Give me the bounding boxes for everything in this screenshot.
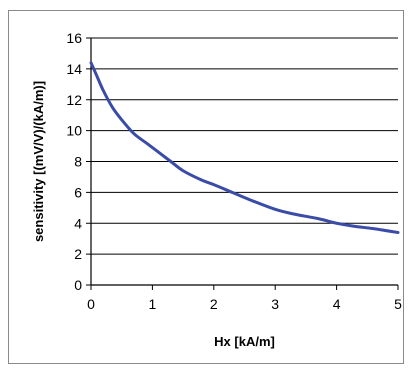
y-tick-label-0: 0 — [74, 277, 82, 293]
y-tick-label-12: 12 — [66, 92, 82, 108]
y-axis-title: sensitivity [(mV/V)/(kA/m)] — [31, 81, 46, 242]
x-tick-label-3: 3 — [271, 296, 279, 312]
series-layer — [89, 61, 400, 235]
y-tick-label-6: 6 — [74, 184, 82, 200]
y-tick-label-4: 4 — [74, 215, 82, 231]
y-tick-label-16: 16 — [66, 30, 82, 46]
y-tick-label-14: 14 — [66, 61, 82, 77]
chart-frame: 0 2 4 6 8 10 12 14 16 0 1 2 3 4 5 Hx [kA/m] sensitivit… — [8, 10, 404, 364]
x-tick-label-0: 0 — [87, 296, 95, 312]
x-tick-label-4: 4 — [333, 296, 341, 312]
grid-lines — [91, 37, 398, 255]
x-tick-label-5: 5 — [394, 296, 402, 312]
x-tick-label-1: 1 — [149, 296, 157, 312]
y-tick-label-10: 10 — [66, 123, 82, 139]
y-tick-label-8: 8 — [74, 154, 82, 170]
x-tick-label-2: 2 — [210, 296, 218, 312]
y-tick-label-2: 2 — [74, 246, 82, 262]
x-axis-title: Hx [kA/m] — [214, 334, 275, 349]
series-line-0 — [89, 61, 400, 235]
axes — [86, 37, 399, 290]
